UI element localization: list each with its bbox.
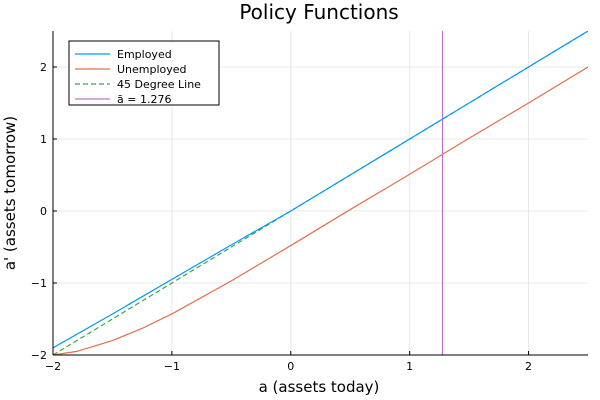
legend-label: ā = 1.276 [117,93,171,106]
y-axis-label: a' (assets tomorrow) [1,116,19,270]
legend-label: Employed [117,48,172,61]
y-tick-label: −2 [31,349,47,362]
legend: Employed Unemployed 45 Degree Line ā = 1.27… [68,40,220,106]
x-tick-label: 0 [287,360,294,373]
x-tick-label: −2 [45,360,61,373]
y-tick-label: −1 [31,277,47,290]
series-line-employed [53,31,588,349]
y-tick-label: 0 [40,205,47,218]
y-tick-label: 2 [40,61,47,74]
x-tick-label: 2 [525,360,532,373]
legend-label: 45 Degree Line [117,78,201,91]
axes [52,31,588,356]
legend-label: Unemployed [117,63,187,76]
legend-box [68,40,220,106]
x-tick-label: 1 [406,360,413,373]
series-line-unemployed [53,66,588,355]
ticks: −2 −1 0 1 2 −2 −1 0 1 2 [31,61,532,373]
plot-lines [53,31,588,355]
chart-title: Policy Functions [239,0,398,24]
x-tick-label: −1 [164,360,180,373]
y-tick-label: 1 [40,133,47,146]
x-axis-label: a (assets today) [259,378,380,396]
